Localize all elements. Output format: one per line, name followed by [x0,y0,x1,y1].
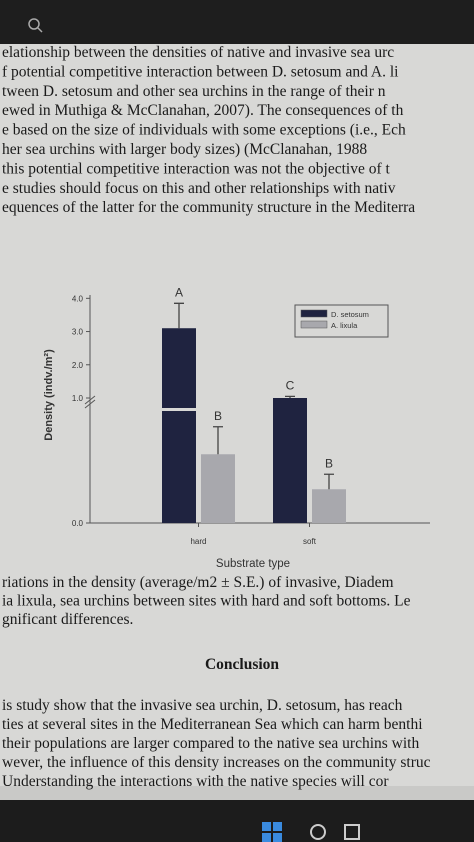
y-tick-label: 1.0 [72,394,84,403]
text-line: tween D. setosum and other sea urchins i… [2,83,386,100]
break-gap [162,408,196,411]
legend-swatch [300,309,328,318]
task-view[interactable] [344,824,360,840]
text-line: gnificant differences. [2,611,133,628]
axis-break [84,395,96,409]
y-axis-label: Density (indv./m²) [43,349,55,441]
taskbar [0,800,474,842]
search-icon[interactable] [28,18,43,33]
legend-box [294,304,389,338]
start-icon[interactable] [262,822,282,842]
search-button[interactable] [310,824,326,840]
bar [312,489,346,523]
text-line: f potential competitive interaction betw… [2,63,399,80]
text-line: e studies should focus on this and other… [2,180,396,197]
error-bar [213,426,223,455]
significance-letter: C [286,378,295,392]
x-tick-label: soft [303,537,317,546]
text-line: Understanding the interactions with the … [2,773,389,790]
bar [162,328,196,523]
bottom-fade [0,786,474,800]
text-line: is study show that the invasive sea urch… [2,697,403,714]
significance-letter: B [325,456,333,470]
text-line: elationship between the densities of nat… [2,44,394,61]
text-line: equences of the latter for the community… [2,199,415,216]
y-tick-label: 0.0 [72,519,84,528]
text-line: e based on the size of individuals with … [2,122,406,139]
bar [273,398,307,523]
error-bar [174,302,184,329]
significance-letter: A [175,285,183,299]
text-line: their populations are larger compared to… [2,735,419,752]
text-line: ewed in Muthiga & McClanahan, 2007). The… [2,102,404,119]
legend-swatch [300,320,328,329]
top-bar [0,0,474,44]
bar [201,454,235,523]
error-bar [285,395,295,398]
y-tick-label: 3.0 [72,328,84,337]
text-line: riations in the density (average/m2 ± S.… [2,574,394,591]
x-tick-label: hard [190,537,206,546]
section-heading: Conclusion [205,656,279,673]
text-line: her sea urchins with larger body sizes) … [2,141,367,158]
text-line: ties at several sites in the Mediterrane… [2,716,423,733]
legend-label: A. lixula [331,321,358,330]
x-axis-label: Substrate type [216,558,290,570]
y-tick-label: 4.0 [72,294,84,303]
text-line: this potential competitive interaction w… [2,160,391,177]
text-line: wever, the influence of this density inc… [2,754,431,771]
error-bar [324,473,334,490]
text-line: ia lixula, sea urchins between sites wit… [2,593,411,610]
y-tick-label: 2.0 [72,361,84,370]
legend-label: D. setosum [331,310,369,319]
significance-letter: B [214,409,222,423]
